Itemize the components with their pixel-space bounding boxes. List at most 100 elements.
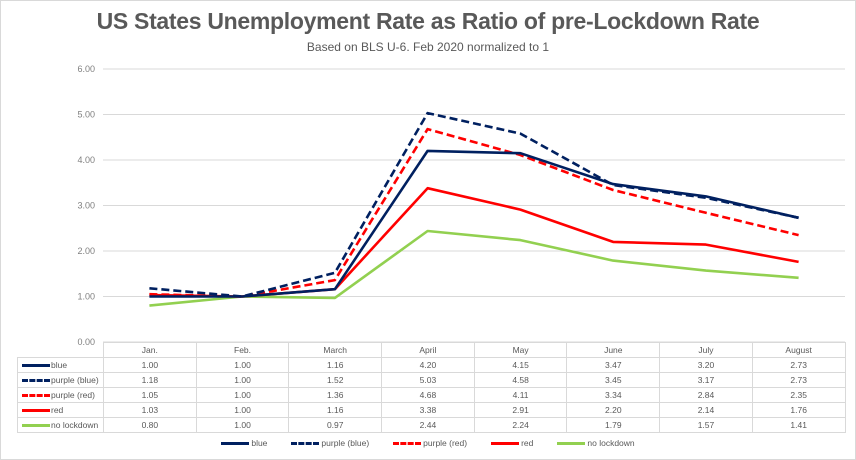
data-value: 4.15 (473, 357, 568, 373)
data-value: 1.16 (288, 402, 383, 418)
data-value: 1.03 (103, 402, 197, 418)
legend-item: red (491, 438, 533, 448)
legend-swatch (22, 379, 50, 383)
series-name: purple (red) (51, 390, 95, 400)
series-name: purple (blue) (51, 375, 99, 385)
legend-swatch (291, 442, 320, 446)
data-value: 2.35 (751, 387, 846, 403)
legend-item: purple (red) (393, 438, 467, 448)
data-value: 2.73 (751, 357, 846, 373)
data-value: 2.44 (381, 417, 475, 433)
data-value: 3.38 (381, 402, 475, 418)
data-value: 1.00 (195, 357, 290, 373)
data-value: 3.17 (659, 372, 753, 388)
legend-label: no lockdown (587, 438, 635, 448)
table-row: purple (red) 1.05 1.00 1.36 4.68 4.11 3.34 2.84… (17, 387, 846, 403)
data-value: 1.79 (566, 417, 661, 433)
legend-swatch (221, 442, 250, 446)
legend-label: purple (blue) (321, 438, 370, 448)
data-value: 4.11 (473, 387, 568, 403)
legend-item: purple (blue) (291, 438, 369, 448)
table-header-row: Jan. Feb. March April May June July August (17, 342, 846, 358)
data-value: 1.57 (659, 417, 753, 433)
chart-title: US States Unemployment Rate as Ratio of … (96, 8, 760, 34)
category-label: Jan. (103, 342, 197, 358)
y-tick-label: 3.00 (77, 201, 95, 211)
row-label: purple (blue) (17, 372, 104, 388)
series-line-red (149, 186, 799, 298)
row-label: blue (17, 357, 104, 373)
legend-swatch (22, 409, 50, 413)
category-label: Feb. (195, 342, 290, 358)
legend-swatch (22, 364, 50, 368)
legend-swatch (557, 442, 586, 446)
data-value: 1.52 (288, 372, 383, 388)
data-value: 3.34 (566, 387, 661, 403)
data-value: 2.73 (751, 372, 846, 388)
category-label: March (288, 342, 383, 358)
legend-swatch (22, 424, 50, 428)
table-row: purple (blue) 1.18 1.00 1.52 5.03 4.58 3.45 3.1… (17, 372, 846, 388)
data-value: 3.20 (659, 357, 753, 373)
legend-item: no lockdown (557, 438, 635, 448)
data-value: 3.45 (566, 372, 661, 388)
y-tick-label: 5.00 (77, 110, 95, 120)
chart-subtitle: Based on BLS U-6. Feb 2020 normalized to… (306, 40, 550, 54)
category-label: June (566, 342, 661, 358)
y-tick-label: 6.00 (77, 64, 95, 74)
series-line-blue (149, 149, 799, 298)
legend-swatch (491, 442, 520, 446)
y-tick-label: 1.00 (77, 292, 95, 302)
series-name: no lockdown (51, 420, 99, 430)
data-value: 4.68 (381, 387, 475, 403)
y-tick-label: 2.00 (77, 246, 95, 256)
table-row: red 1.03 1.00 1.16 3.38 2.91 2.20 2.14 1.76 (17, 402, 846, 418)
series-line-purple-blue (149, 111, 799, 298)
legend-swatch (393, 442, 422, 446)
legend-swatch (22, 394, 50, 398)
series-name: red (51, 405, 64, 415)
category-label: April (381, 342, 475, 358)
table-row: blue 1.00 1.00 1.16 4.20 4.15 3.47 3.20 2.73 (17, 357, 846, 373)
data-value: 1.05 (103, 387, 197, 403)
y-tick-label: 4.00 (77, 155, 95, 165)
series-name: blue (51, 360, 68, 370)
data-value: 2.84 (659, 387, 753, 403)
data-value: 1.00 (195, 372, 290, 388)
legend-label: blue (251, 438, 268, 448)
category-label: August (751, 342, 846, 358)
y-tick-label: 0.00 (77, 337, 95, 347)
series-lines (149, 111, 799, 307)
data-value: 5.03 (381, 372, 475, 388)
legend-label: red (521, 438, 534, 448)
data-value: 1.00 (195, 417, 290, 433)
data-value: 0.97 (288, 417, 383, 433)
data-table: Jan. Feb. March April May June July August blue… (17, 342, 846, 433)
data-value: 2.91 (473, 402, 568, 418)
data-value: 4.20 (381, 357, 475, 373)
category-label: July (659, 342, 753, 358)
legend-label: purple (red) (423, 438, 468, 448)
data-value: 1.00 (103, 357, 197, 373)
data-value: 1.36 (288, 387, 383, 403)
data-value: 1.76 (751, 402, 846, 418)
data-value: 1.41 (751, 417, 846, 433)
row-label: red (17, 402, 104, 418)
chart-legend: blue purple (blue) purple (red) red no lockd… (0, 438, 856, 448)
gridlines (103, 68, 845, 343)
data-value: 1.00 (195, 402, 290, 418)
data-value: 4.58 (473, 372, 568, 388)
y-axis-ticks: 0.00 1.00 2.00 3.00 4.00 5.00 6.00 (77, 64, 95, 347)
data-value: 2.14 (659, 402, 753, 418)
table-corner (17, 342, 104, 358)
table-row: no lockdown 0.80 1.00 0.97 2.44 2.24 1.79 1.57 1… (17, 417, 846, 433)
data-value: 2.24 (473, 417, 568, 433)
category-label: May (473, 342, 568, 358)
data-value: 1.18 (103, 372, 197, 388)
data-value: 0.80 (103, 417, 197, 433)
row-label: purple (red) (17, 387, 104, 403)
series-line-no-lockdown (149, 229, 799, 307)
legend-item: blue (221, 438, 267, 448)
data-value: 1.16 (288, 357, 383, 373)
